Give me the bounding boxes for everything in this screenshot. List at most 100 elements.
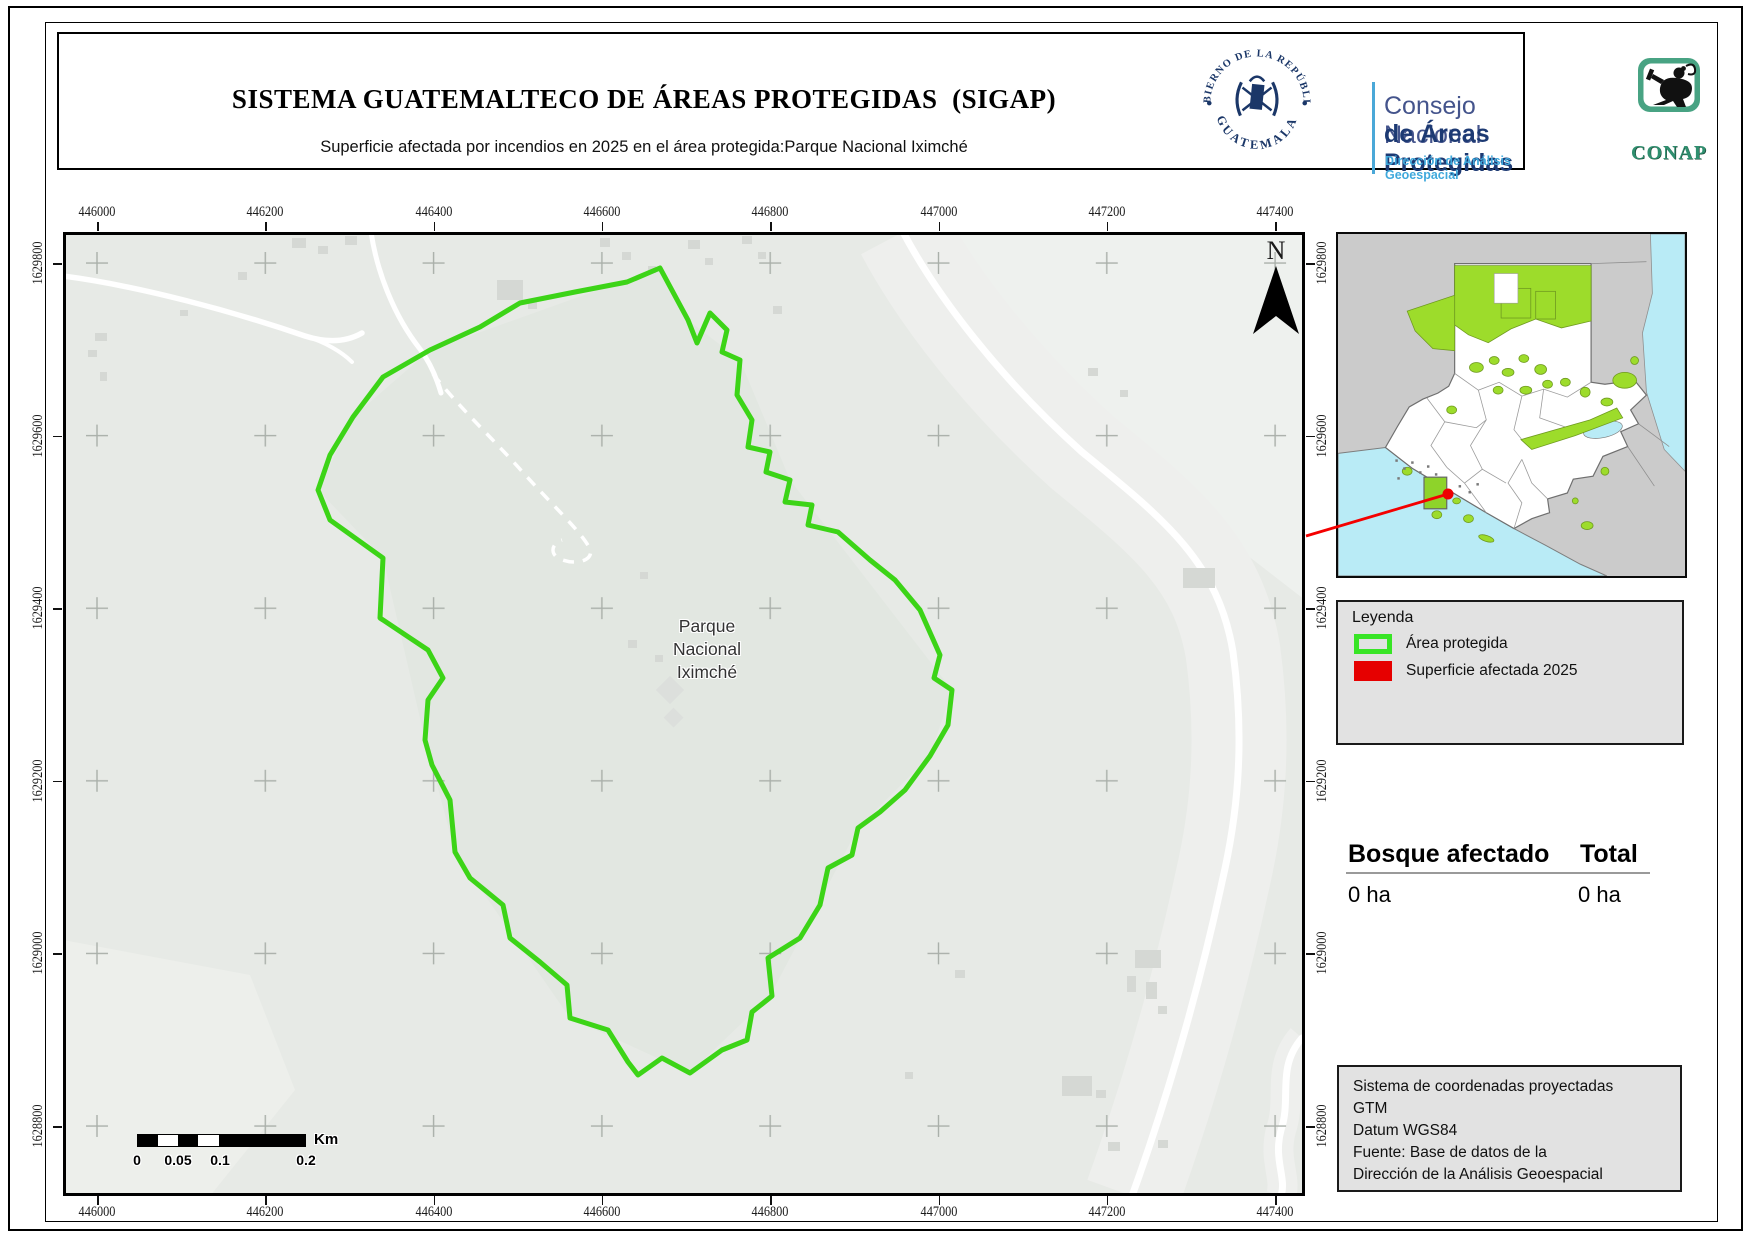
park-label-line: Parque <box>678 616 736 636</box>
x-axis-tick-bottom <box>938 1196 940 1205</box>
y-axis-label-right: 1629600 <box>1314 414 1330 458</box>
y-axis-tick-right <box>1306 608 1315 610</box>
guatemala-outline <box>1384 263 1648 530</box>
inset-map <box>1336 232 1687 578</box>
y-axis-label-left: 1629400 <box>30 586 46 630</box>
credits-line: Sistema de coordenadas proyectadas <box>1353 1078 1614 1095</box>
x-axis-tick-top <box>265 222 267 231</box>
y-axis-label-right: 1629800 <box>1314 241 1330 285</box>
stats-header-right: Total <box>1580 840 1638 868</box>
header-box: SISTEMA GUATEMALTECO DE ÁREAS PROTEGIDAS… <box>57 32 1706 182</box>
y-axis-tick-right <box>1306 1126 1315 1128</box>
park-label: Parque Nacional Iximché <box>622 615 792 684</box>
x-axis-label-bottom: 447000 <box>920 1204 957 1220</box>
logo-divider <box>1372 82 1375 174</box>
y-axis-label-left: 1628800 <box>30 1104 46 1148</box>
y-axis-tick-right <box>1306 953 1315 955</box>
x-axis-label-top: 446800 <box>751 204 789 220</box>
stats-value-left: 0 ha <box>1348 882 1391 907</box>
legend-rows: Área protegida Superficie afectada 2025 <box>1338 634 1682 681</box>
credits-line: Fuente: Base de datos de la <box>1353 1144 1547 1161</box>
park-label-line: Iximché <box>676 662 738 683</box>
y-axis-label-right: 1629400 <box>1314 586 1330 630</box>
x-axis-tick-bottom <box>97 1196 99 1205</box>
stats-value-right: 0 ha <box>1578 882 1621 907</box>
y-axis-tick-left <box>53 780 62 783</box>
x-axis-label-top: 446600 <box>583 204 621 220</box>
monkey-icon <box>1645 63 1697 107</box>
x-axis-tick-bottom <box>770 1196 772 1205</box>
y-axis-label-left: 1629200 <box>30 759 46 803</box>
x-axis-tick-top <box>770 222 772 231</box>
x-axis-tick-top <box>938 222 940 231</box>
park-label-line: Nacional <box>672 639 742 660</box>
x-axis-label-top: 447000 <box>920 204 957 220</box>
x-axis-tick-bottom <box>601 1196 604 1205</box>
org-name-line2: de Áreas Protegidas <box>1384 120 1514 177</box>
y-axis-tick-left <box>53 608 62 610</box>
inset-map-canvas <box>1337 233 1686 577</box>
legend-label: Superficie afectada 2025 <box>1406 662 1578 679</box>
x-axis-tick-top <box>1275 222 1277 231</box>
x-axis-label-top: 446200 <box>246 204 284 220</box>
stats-divider <box>1346 872 1650 874</box>
stats-header-left: Bosque afectado <box>1348 840 1550 868</box>
x-axis-tick-top <box>1106 222 1109 231</box>
inset-protected-areas <box>1401 265 1639 543</box>
x-axis-tick-top <box>433 222 436 231</box>
scalebar-label: 0 <box>133 1152 141 1168</box>
x-axis-label-bottom: 446000 <box>78 1204 116 1220</box>
y-axis-tick-left <box>53 1126 62 1128</box>
x-axis-label-bottom: 446400 <box>415 1204 453 1220</box>
x-axis-label-bottom: 446800 <box>751 1204 789 1220</box>
y-axis-tick-left <box>53 263 62 265</box>
scalebar-unit: Km <box>314 1131 339 1148</box>
scalebar-label: 0.2 <box>296 1152 316 1168</box>
seal-emblem-icon <box>1235 75 1279 117</box>
x-axis-tick-top <box>97 222 99 231</box>
y-axis-tick-left <box>53 953 62 955</box>
north-arrow-icon <box>1253 266 1299 334</box>
legend-title: Leyenda <box>1352 609 1414 626</box>
x-axis-tick-bottom <box>265 1196 267 1205</box>
y-axis-label-left: 1629600 <box>30 414 46 458</box>
y-axis-tick-right <box>1306 263 1315 265</box>
credits-line: GTM <box>1353 1100 1388 1117</box>
legend-swatch-fill <box>1354 661 1392 681</box>
main-map <box>63 232 1305 1196</box>
credits-line: Datum WGS84 <box>1353 1122 1458 1139</box>
legend-label: Área protegida <box>1406 635 1508 652</box>
legend-item: Superficie afectada 2025 <box>1354 661 1682 681</box>
y-axis-label-left: 1629000 <box>30 931 46 975</box>
legend-swatch-outline <box>1354 634 1392 654</box>
x-axis-label-bottom: 446600 <box>583 1204 621 1220</box>
org-name-line1: Consejo Nacional <box>1384 92 1482 149</box>
protected-area-boundary <box>315 265 955 1078</box>
x-axis-tick-bottom <box>1106 1196 1109 1205</box>
x-axis-label-top: 447200 <box>1088 204 1126 220</box>
y-axis-tick-left <box>53 435 62 438</box>
y-axis-tick-right <box>1306 435 1315 438</box>
page-title: SISTEMA GUATEMALTECO DE ÁREAS PROTEGIDAS… <box>231 84 1057 114</box>
credits-line: Dirección de la Análisis Geoespacial <box>1353 1166 1603 1183</box>
x-axis-label-top: 446000 <box>78 204 116 220</box>
y-axis-label-left: 1629800 <box>30 241 46 285</box>
legend: Leyenda Área protegida Superficie afectad… <box>1336 600 1684 745</box>
x-axis-tick-bottom <box>433 1196 436 1205</box>
y-axis-label-right: 1629000 <box>1314 931 1330 975</box>
scalebar <box>137 1134 306 1147</box>
y-axis-tick-right <box>1306 780 1315 783</box>
credits-box: Sistema de coordenadas proyectadas GTM Dat… <box>1337 1065 1682 1192</box>
legend-item: Área protegida <box>1354 634 1682 654</box>
x-axis-tick-bottom <box>1275 1196 1277 1205</box>
main-map-canvas <box>63 232 1305 1196</box>
x-axis-label-bottom: 447400 <box>1256 1204 1294 1220</box>
conap-monkey-logo <box>1638 58 1700 112</box>
government-seal-logo: GOBIERNO DE LA REPÚBLICA GUATEMALA <box>1202 44 1311 154</box>
y-axis-label-right: 1629200 <box>1314 759 1330 803</box>
x-axis-label-top: 447400 <box>1256 204 1294 220</box>
org-department: Dirección de Análisis Geoespacial <box>1385 154 1511 182</box>
north-label: N <box>1266 236 1286 265</box>
inset-highlight-area <box>1423 476 1448 510</box>
